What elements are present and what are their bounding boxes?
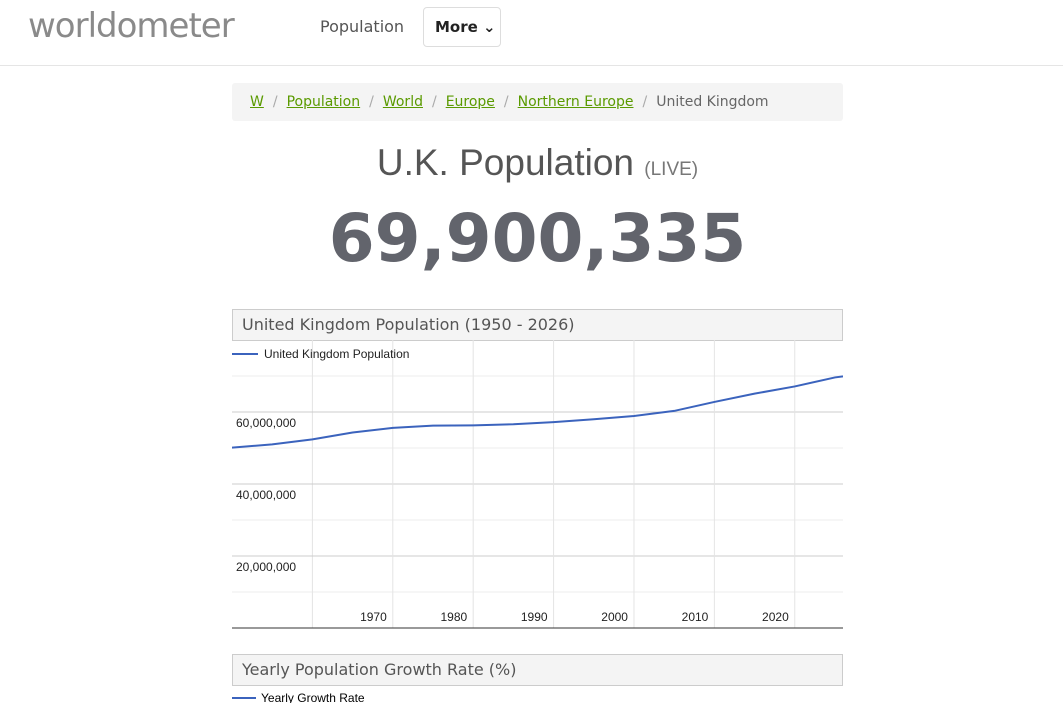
breadcrumb-link[interactable]: World xyxy=(382,94,423,110)
breadcrumb-link[interactable]: W xyxy=(250,94,264,110)
x-tick-label: 2000 xyxy=(601,610,628,624)
breadcrumb: W / Population / World / Europe / Northern Europ… xyxy=(232,83,843,121)
separator: / xyxy=(272,94,278,110)
live-tag: (LIVE) xyxy=(644,159,699,180)
breadcrumb-link[interactable]: Europe xyxy=(445,94,495,110)
x-tick-label: 2010 xyxy=(682,610,709,624)
y-tick-label: 60,000,000 xyxy=(236,416,296,430)
y-tick-label: 40,000,000 xyxy=(236,488,296,502)
x-tick-label: 2020 xyxy=(762,610,789,624)
legend-label: United Kingdom Population xyxy=(264,347,409,361)
separator: / xyxy=(431,94,437,110)
breadcrumb-current: United Kingdom xyxy=(656,94,769,110)
live-counter: 69,900,335 xyxy=(328,200,747,277)
x-tick-label: 1990 xyxy=(521,610,548,624)
y-tick-label: 20,000,000 xyxy=(236,560,296,574)
more-button[interactable]: More ⌄ xyxy=(423,7,501,47)
nav-link[interactable]: Population xyxy=(320,17,405,36)
chart: 20,000,000 40,000,000 60,000,000 1970 1980 19… xyxy=(232,340,843,629)
separator: / xyxy=(642,94,648,110)
legend-label: Yearly Growth Rate xyxy=(261,691,365,703)
heading: U.K. Population (LIVE) xyxy=(232,142,843,184)
data-line xyxy=(232,375,843,449)
breadcrumb-link[interactable]: Population xyxy=(286,94,361,110)
chart-header: United Kingdom Population (1950 - 2026) xyxy=(232,309,843,341)
x-tick-label: 1970 xyxy=(360,610,387,624)
heading-title: U.K. Population xyxy=(376,142,634,183)
separator: / xyxy=(369,94,374,110)
logo[interactable]: worldometer xyxy=(28,6,235,46)
chart2: Yearly Growth Rate xyxy=(232,691,365,703)
breadcrumb-link[interactable]: Northern Europe xyxy=(517,94,634,110)
top-bar xyxy=(0,0,1063,66)
x-tick-label: 1980 xyxy=(440,610,467,624)
separator: / xyxy=(503,94,509,110)
chart-header: Yearly Population Growth Rate (%) xyxy=(232,654,843,686)
more-label[interactable]: More xyxy=(435,18,478,36)
